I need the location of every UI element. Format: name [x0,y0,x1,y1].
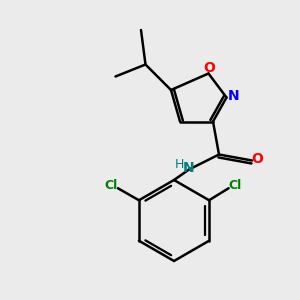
Text: H: H [175,158,184,172]
Text: O: O [203,61,215,75]
Text: Cl: Cl [105,179,118,192]
Text: O: O [251,152,263,166]
Text: N: N [227,89,239,103]
Text: N: N [183,161,194,175]
Text: Cl: Cl [228,179,241,192]
